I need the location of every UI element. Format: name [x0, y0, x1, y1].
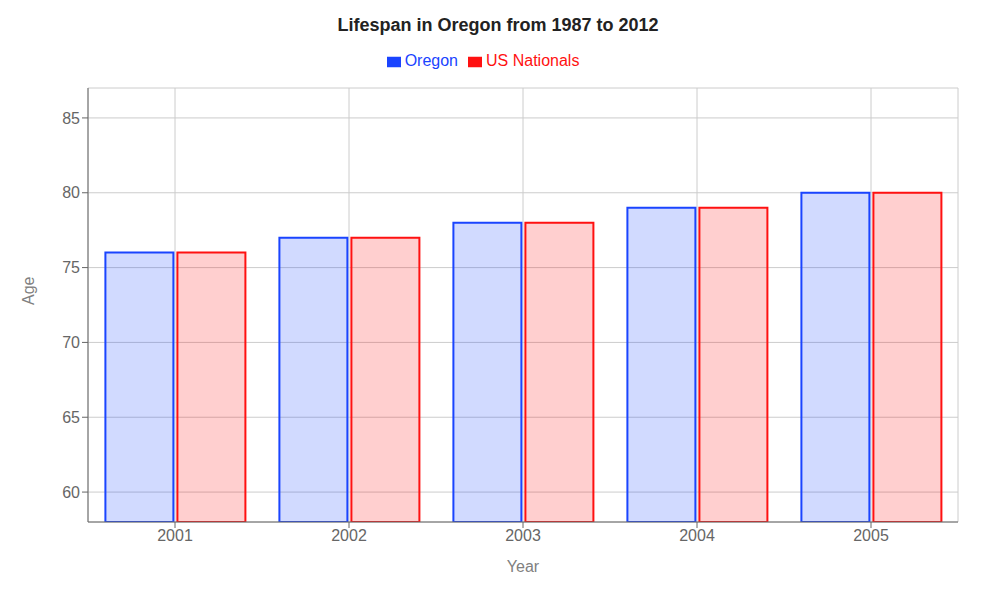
svg-text:65: 65: [62, 409, 80, 426]
svg-text:75: 75: [62, 259, 80, 276]
svg-text:2002: 2002: [331, 527, 367, 544]
svg-text:2001: 2001: [157, 527, 193, 544]
svg-text:85: 85: [62, 110, 80, 127]
svg-text:2004: 2004: [679, 527, 715, 544]
svg-text:2003: 2003: [505, 527, 541, 544]
html-text:US Nationals: US Nationals: [486, 52, 580, 69]
svg-text:70: 70: [62, 334, 80, 351]
html-text:Oregon: Oregon: [404, 52, 458, 69]
svg-text:Age: Age: [20, 276, 37, 305]
svg-text:80: 80: [62, 184, 80, 201]
html-text:Lifespan in Oregon from 1987 t: Lifespan in Oregon from 1987 to 2012: [337, 15, 659, 35]
svg-text:Year: Year: [507, 558, 540, 575]
svg-text:2005: 2005: [853, 527, 889, 544]
svg-text:60: 60: [62, 484, 80, 501]
